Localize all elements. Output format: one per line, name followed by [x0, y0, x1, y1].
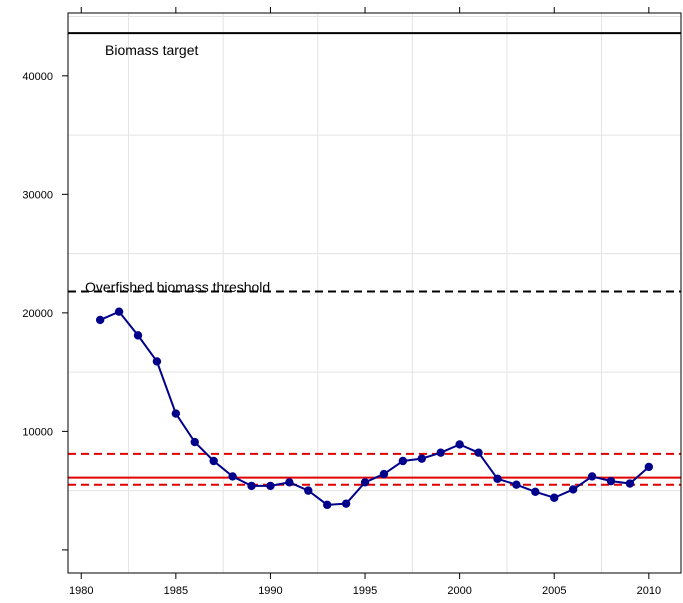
x-tick-label: 1980 — [69, 585, 93, 597]
data-point — [228, 472, 237, 481]
data-point — [171, 409, 181, 418]
data-point — [531, 487, 540, 497]
x-tick-label: 2000 — [447, 585, 471, 597]
data-point — [285, 478, 294, 487]
data-point — [323, 500, 332, 510]
x-tick-label: 1985 — [164, 585, 188, 597]
grid-layer — [68, 13, 681, 573]
data-point — [493, 474, 502, 483]
data-point — [625, 479, 635, 488]
data-point — [152, 357, 162, 366]
data-point — [266, 481, 275, 491]
data-point — [398, 456, 408, 466]
data-point — [568, 485, 578, 494]
y-tick-label: 20000 — [22, 308, 53, 320]
series-layer — [95, 307, 654, 510]
series-line — [99, 310, 650, 506]
y-tick-label: 30000 — [22, 189, 53, 201]
axis-layer: 1980 1985 1990 1995 2000 2005 2010 10000 20000 30… — [22, 7, 661, 597]
data-point — [644, 462, 654, 472]
x-tick-label: 1995 — [353, 585, 377, 597]
data-point — [455, 440, 464, 449]
plot-frame — [67, 12, 682, 574]
data-point — [379, 469, 389, 479]
data-point — [550, 493, 559, 502]
data-point — [114, 307, 124, 316]
data-point — [360, 478, 370, 487]
overfished-threshold-label: Overfished biomass threshold — [85, 279, 270, 295]
data-point — [247, 481, 256, 491]
data-point — [190, 437, 199, 447]
data-point — [436, 448, 445, 457]
reference-lines — [68, 32, 681, 486]
y-tick-label: 40000 — [22, 71, 53, 83]
data-point — [606, 476, 616, 486]
x-tick-label: 2005 — [542, 585, 566, 597]
data-point — [587, 472, 597, 481]
biomass-target-label: Biomass target — [105, 42, 198, 58]
y-tick-label: 10000 — [22, 426, 53, 438]
data-point — [474, 448, 483, 457]
data-point — [304, 486, 313, 495]
data-point — [417, 454, 426, 463]
x-tick-label: 2010 — [637, 585, 661, 597]
data-point — [209, 456, 218, 466]
x-tick-label: 1990 — [258, 585, 282, 597]
data-point — [341, 499, 351, 508]
data-point — [95, 315, 105, 325]
data-point — [133, 331, 143, 340]
data-point — [512, 480, 521, 489]
